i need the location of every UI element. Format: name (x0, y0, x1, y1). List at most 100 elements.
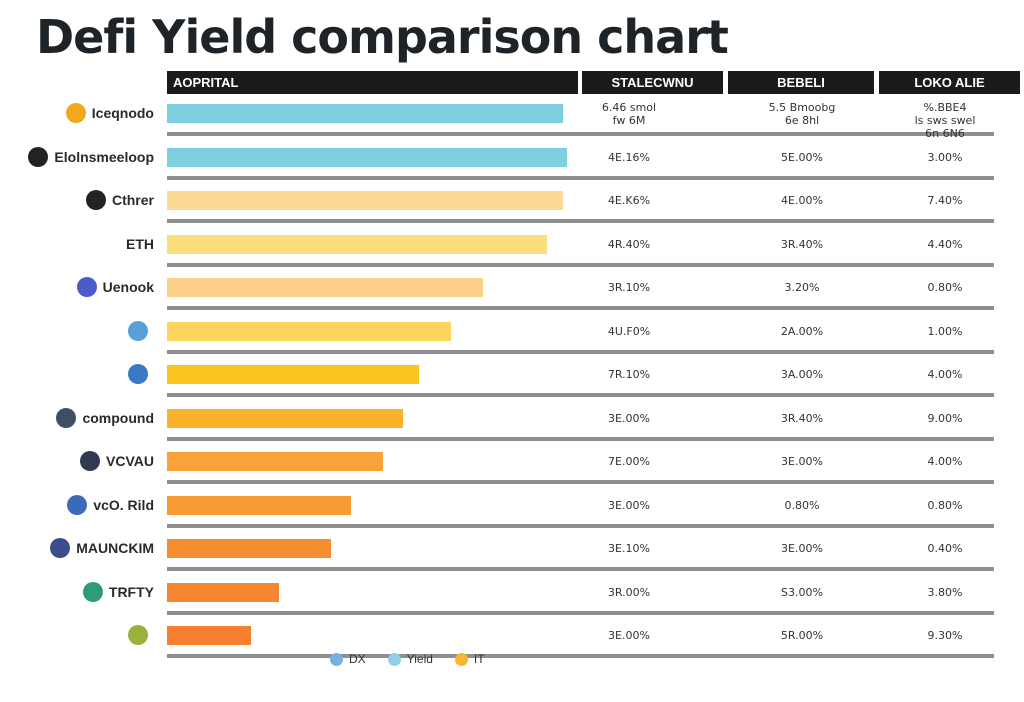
table-cell: 3R.40% (780, 411, 824, 425)
bar (167, 191, 563, 210)
table-cell: 9.30% (927, 629, 963, 642)
protocol-logo-icon (128, 625, 148, 645)
table-cell: %.BBE4 ls sws swel 6n 6N6 (914, 101, 976, 140)
table-cell: 9.00% (927, 411, 963, 425)
legend-label: IT (473, 652, 485, 666)
category-label: ETH (126, 232, 154, 256)
table-cell: 4.00% (927, 455, 963, 468)
table-cell: 5.5 Bmoobg 6e 8hl (768, 101, 836, 127)
category-label: TRFTY (82, 580, 154, 604)
category-label: vcO. Rild (67, 493, 154, 517)
table-cell: 4E.16% (608, 150, 650, 164)
table-cell: 0.40% (927, 542, 963, 555)
protocol-logo-icon (128, 364, 148, 384)
category-label: Uenook (76, 275, 154, 299)
table-cell: 4.00% (927, 368, 963, 381)
row-divider (167, 654, 994, 658)
table-cell: 4U.F0% (607, 324, 651, 338)
table-cell: 7R.10% (607, 368, 651, 381)
table-cell: 3R.40% (780, 237, 824, 251)
bar (167, 104, 563, 123)
table-cell: 3E.00% (608, 411, 650, 425)
table-cell: 3R.10% (607, 281, 651, 294)
category-label-text: compound (82, 409, 154, 426)
table-cell: 7.40% (927, 194, 963, 207)
legend-item: Yield (387, 652, 433, 666)
bar (167, 495, 351, 515)
column-header-1: STALECWNU (582, 71, 723, 94)
row-divider (167, 610, 994, 615)
table-cell: 0.80% (927, 498, 963, 512)
row-divider (167, 262, 994, 267)
category-label-text: MAUNCKIM (76, 540, 154, 556)
row-divider (167, 393, 994, 397)
legend-item: DX (330, 652, 366, 666)
table-cell: S3.00% (781, 585, 823, 599)
table-cell: 3.00% (927, 150, 963, 164)
bar (167, 626, 251, 645)
table-cell: 3E.10% (608, 542, 650, 555)
protocol-logo-icon (28, 146, 49, 167)
row-divider (167, 175, 994, 180)
category-label-text: VCVAU (106, 453, 154, 469)
legend-swatch (454, 652, 468, 666)
category-label: Cthrer (85, 188, 154, 212)
row-divider (167, 349, 994, 354)
category-label-text: Cthrer (111, 192, 154, 208)
category-label: VCVAU (80, 449, 154, 473)
table-cell: 4R.40% (607, 237, 651, 251)
row-divider (167, 480, 994, 484)
category-label: compound (56, 406, 154, 430)
bar (167, 278, 483, 297)
table-cell: 5E.00% (781, 150, 823, 164)
category-label-text: Uenook (102, 279, 154, 295)
bar (167, 234, 547, 254)
category-label-text: Elolnsmeeloop (54, 148, 154, 165)
bar (167, 582, 279, 602)
bar (167, 408, 403, 428)
protocol-logo-icon (85, 190, 106, 210)
table-cell: 0.80% (784, 498, 820, 512)
category-label-text: Iceqnodo (91, 105, 154, 121)
column-header-bar: AOPRITAL (167, 71, 578, 94)
bar (167, 147, 567, 167)
legend-label: Yield (406, 652, 433, 666)
row-divider (167, 567, 994, 571)
table-cell: 3R.00% (607, 585, 651, 599)
legend-label: DX (349, 652, 366, 666)
column-header-3: LOKO ALIE (879, 71, 1020, 94)
category-label-text: ETH (126, 235, 154, 252)
category-label: Elolnsmeeloop (28, 145, 154, 169)
protocol-logo-icon (56, 407, 77, 428)
row-divider (167, 219, 994, 223)
table-cell: 3E.00% (781, 542, 823, 555)
category-label (128, 623, 154, 647)
category-label (128, 319, 154, 343)
table-cell: 7E.00% (608, 455, 650, 468)
legend: DX Yield IT (330, 652, 499, 666)
row-divider (167, 436, 994, 441)
bar (167, 539, 331, 558)
table-cell: 3.80% (927, 585, 963, 599)
category-label-text: vcO. Rild (93, 496, 154, 513)
protocol-logo-icon (65, 103, 86, 123)
legend-swatch (330, 652, 343, 666)
table-cell: 6.46 smol fw 6M (601, 101, 657, 127)
table-cell: 4E.K6% (607, 194, 651, 207)
legend-item: IT (454, 652, 485, 666)
category-label: Iceqnodo (65, 101, 154, 125)
category-label (128, 362, 154, 386)
column-header-2: BEBELI (728, 71, 874, 94)
bar (167, 321, 451, 341)
table-cell: 3A.00% (780, 368, 824, 381)
table-cell: 3E.00% (608, 629, 650, 642)
protocol-logo-icon (50, 538, 71, 558)
table-cell: 3.20% (784, 281, 820, 294)
bar (167, 365, 419, 384)
category-label-text: TRFTY (108, 583, 154, 600)
table-cell: 3E.00% (608, 498, 650, 512)
row-divider (167, 132, 994, 136)
row-divider (167, 523, 994, 528)
chart-title: Defi Yield comparison chart (36, 10, 729, 64)
bar (167, 452, 383, 471)
